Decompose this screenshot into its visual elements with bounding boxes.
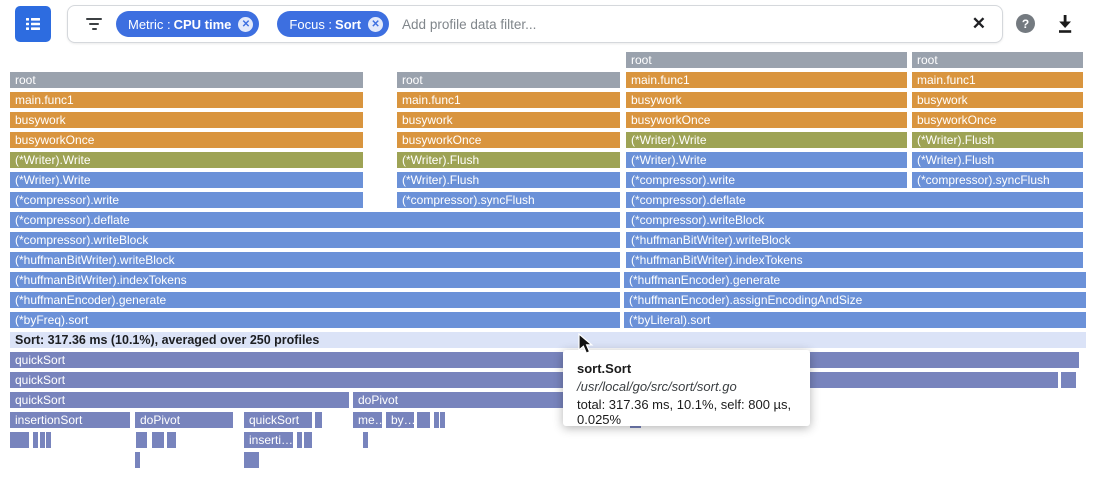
flame-frame[interactable]: (*compressor).syncFlush — [397, 192, 620, 208]
flame-frame[interactable]: main.func1 — [912, 72, 1083, 88]
flame-frame[interactable]: root — [626, 52, 907, 68]
flame-frame[interactable]: inserti… — [244, 432, 293, 448]
filter-input-placeholder[interactable]: Add profile data filter... — [402, 16, 537, 32]
flame-frame[interactable]: (*Writer).Flush — [397, 172, 620, 188]
flame-frame-tiny[interactable] — [254, 452, 259, 468]
flame-frame[interactable]: (*byLiteral).sort — [624, 312, 1086, 328]
flame-frame[interactable]: main.func1 — [626, 72, 907, 88]
flame-frame[interactable]: (*huffmanEncoder).assignEncodingAndSize — [624, 292, 1086, 308]
flame-frame[interactable]: (*compressor).writeBlock — [626, 212, 1083, 228]
flame-frame[interactable]: (*compressor).writeBlock — [10, 232, 620, 248]
flame-frame[interactable]: busywork — [10, 112, 363, 128]
flame-frame[interactable]: (*Writer).Write — [626, 152, 907, 168]
flame-frame[interactable]: by… — [386, 412, 414, 428]
flame-frame[interactable]: (*Writer).Flush — [912, 152, 1083, 168]
help-icon[interactable]: ? — [1016, 14, 1035, 33]
filter-chips: Metric : CPU time ✕ Focus : Sort ✕ — [116, 11, 390, 37]
flame-frame[interactable]: busywork — [397, 112, 620, 128]
flame-frame-tiny[interactable] — [167, 432, 172, 448]
flame-frame-tiny[interactable] — [244, 452, 249, 468]
mouse-cursor-icon — [578, 333, 594, 355]
filter-bar[interactable]: Metric : CPU time ✕ Focus : Sort ✕ Add p… — [67, 5, 1003, 43]
flame-frame-tiny[interactable] — [297, 432, 302, 448]
chip-close-icon[interactable]: ✕ — [368, 16, 384, 32]
flame-frame[interactable]: (*huffmanEncoder).generate — [624, 272, 1086, 288]
flame-frame-tiny[interactable] — [171, 432, 176, 448]
flame-frame[interactable]: main.func1 — [10, 92, 363, 108]
flame-frame[interactable]: (*compressor).syncFlush — [912, 172, 1083, 188]
flame-frame[interactable]: doPivot — [135, 412, 233, 428]
flame-frame-tiny[interactable] — [304, 432, 312, 448]
filter-chip-focus[interactable]: Focus : Sort ✕ — [277, 11, 390, 37]
flame-frame-tiny[interactable] — [315, 412, 322, 428]
flame-frame[interactable]: (*Writer).Write — [626, 132, 907, 148]
chip-prefix: Metric : — [128, 16, 171, 32]
chip-value: CPU time — [173, 16, 232, 32]
flame-frame[interactable]: (*huffmanBitWriter).indexTokens — [10, 272, 620, 288]
flame-frame-tiny[interactable] — [152, 432, 164, 448]
flame-frame[interactable]: (*huffmanBitWriter).indexTokens — [626, 252, 1083, 268]
flame-frame-tiny[interactable] — [136, 432, 147, 448]
flame-frame-tiny[interactable] — [10, 432, 29, 448]
flame-frame[interactable]: (*Writer).Flush — [912, 132, 1083, 148]
flame-frame[interactable]: (*huffmanBitWriter).writeBlock — [10, 252, 620, 268]
filter-list-icon — [86, 18, 102, 30]
flame-frame-tiny[interactable] — [33, 432, 38, 448]
flame-frame[interactable]: (*byFreq).sort — [10, 312, 620, 328]
download-icon — [1059, 15, 1072, 33]
flame-frame[interactable]: (*huffmanBitWriter).writeBlock — [626, 232, 1083, 248]
tooltip-function-name: sort.Sort — [577, 361, 632, 376]
flame-frame[interactable]: quickSort — [10, 392, 349, 408]
flame-frame-tiny[interactable] — [440, 412, 445, 428]
flame-frame-tiny[interactable] — [249, 452, 254, 468]
flame-frame[interactable]: insertionSort — [10, 412, 130, 428]
flame-frame-tiny[interactable] — [46, 432, 51, 448]
flame-frame[interactable]: busyworkOnce — [10, 132, 363, 148]
view-list-icon — [26, 18, 40, 30]
flame-frame-tiny[interactable] — [363, 432, 368, 448]
flame-frame[interactable]: (*compressor).deflate — [626, 192, 1083, 208]
profile-list-button[interactable] — [15, 6, 51, 42]
flame-frame-tiny[interactable] — [434, 412, 439, 428]
flame-frame[interactable]: (*Writer).Flush — [397, 152, 620, 168]
frame-tooltip: sort.Sort /usr/local/go/src/sort/sort.go… — [563, 350, 810, 427]
flame-frame[interactable]: busywork — [626, 92, 907, 108]
flame-frame[interactable]: main.func1 — [397, 92, 620, 108]
flame-frame[interactable]: (*compressor).write — [10, 192, 363, 208]
flame-frame[interactable]: root — [10, 72, 363, 88]
flame-frame[interactable]: quickSort — [244, 412, 312, 428]
clear-filters-icon[interactable]: ✕ — [971, 14, 986, 33]
flame-frame-tiny[interactable] — [417, 412, 430, 428]
chip-value: Sort — [335, 16, 362, 32]
flame-frame[interactable]: quickSort — [10, 352, 1079, 368]
flame-frame[interactable]: busyworkOnce — [626, 112, 907, 128]
flame-frame[interactable]: me… — [353, 412, 382, 428]
flame-frame[interactable]: (*huffmanEncoder).generate — [10, 292, 620, 308]
flame-frame[interactable]: Sort: 317.36 ms (10.1%), averaged over 2… — [10, 332, 1086, 348]
flame-frame[interactable]: busyworkOnce — [912, 112, 1083, 128]
flame-frame-tiny[interactable] — [40, 432, 45, 448]
flame-frame[interactable]: root — [912, 52, 1083, 68]
flame-frame[interactable]: (*compressor).write — [626, 172, 907, 188]
flame-frame[interactable]: quickSort — [10, 372, 1058, 388]
chip-prefix: Focus : — [289, 16, 333, 32]
filter-chip-metric[interactable]: Metric : CPU time ✕ — [116, 11, 260, 37]
flame-frame[interactable]: busyworkOnce — [397, 132, 620, 148]
chip-close-icon[interactable]: ✕ — [238, 16, 254, 32]
download-profile-button[interactable] — [1054, 13, 1076, 35]
flame-frame[interactable]: (*Writer).Write — [10, 172, 363, 188]
flame-frame-tiny[interactable] — [1061, 372, 1076, 388]
flame-frame[interactable]: (*compressor).deflate — [10, 212, 620, 228]
tooltip-stats: total: 317.36 ms, 10.1%, self: 800 µs, 0… — [577, 397, 792, 427]
flame-frame[interactable]: root — [397, 72, 620, 88]
flame-frame-tiny[interactable] — [135, 452, 140, 468]
flame-frame[interactable]: (*Writer).Write — [10, 152, 363, 168]
tooltip-source-path: /usr/local/go/src/sort/sort.go — [577, 379, 737, 394]
flame-frame[interactable]: busywork — [912, 92, 1083, 108]
